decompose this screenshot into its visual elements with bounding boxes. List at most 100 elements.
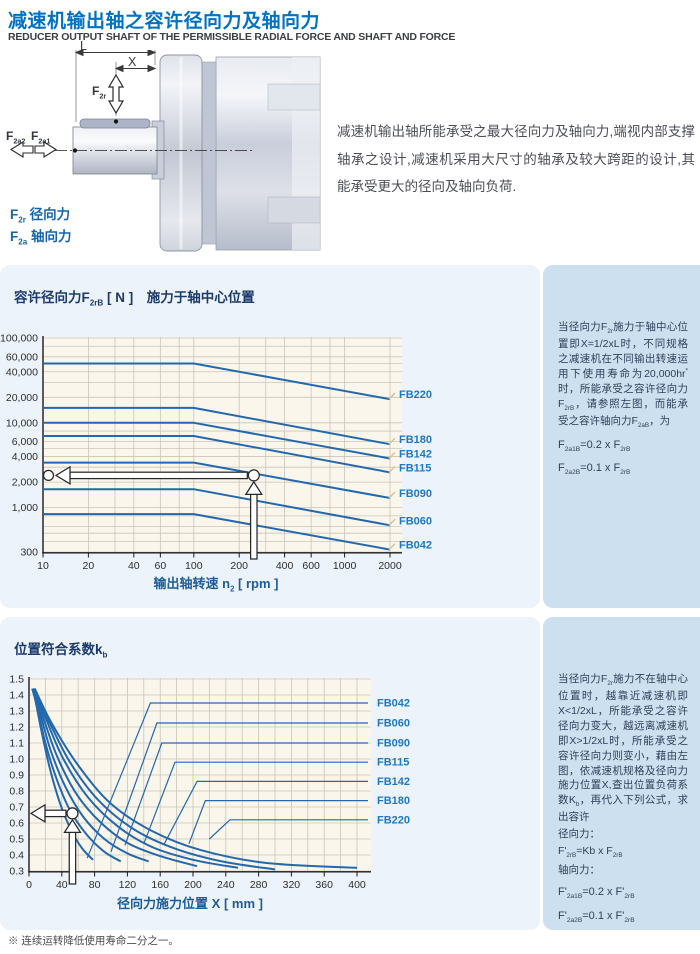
label-tick <box>388 451 396 459</box>
force-label-f2a1: F2a1 <box>31 129 51 146</box>
force-point-dot <box>113 119 119 124</box>
radial-force-heading: 径向力： <box>558 828 600 841</box>
leader-line <box>208 819 368 840</box>
section1-sidebar: 当径向力F2r施力于轴中心位置即X=1/2xL时，不同规格之减速机在不同输出转速… <box>543 265 700 608</box>
legend-radial-force: F2r 径向力 <box>10 207 71 225</box>
formula-radial-corrected: F'2rB=Kb x F2rB <box>558 845 623 860</box>
footer-note: ※ 连续运转降低使用寿命二分之一。 <box>8 935 179 947</box>
example-arrowhead-left <box>54 465 71 486</box>
x-tick-label: 60 <box>155 560 167 572</box>
series-label-FB060: FB060 <box>377 718 410 730</box>
page-subtitle: REDUCER OUTPUT SHAFT OF THE PERMISSIBLE … <box>8 31 456 43</box>
y-tick-label: 100,000 <box>0 333 38 345</box>
x-tick-label: 10 <box>37 560 49 572</box>
force-label-f2r: F2r <box>92 84 107 101</box>
y-tick-label: 1.1 <box>9 738 24 750</box>
leader-line <box>188 800 368 845</box>
series-label-FB142: FB142 <box>377 776 410 788</box>
axial-force-heading: 轴向力： <box>558 864 600 877</box>
example-arrowhead-up <box>244 480 263 496</box>
x-tick-label: 200 <box>230 560 248 572</box>
example-arrow-horizontal <box>44 809 67 818</box>
series-FB042 <box>43 513 391 551</box>
y-tick-label: 20,000 <box>6 392 38 404</box>
series-FB180 <box>43 406 391 446</box>
y-tick-label: 1.3 <box>9 706 24 718</box>
y-tick-label: 1.4 <box>9 690 24 702</box>
y-tick-label: 6,000 <box>12 436 38 448</box>
y-tick-label: 300 <box>20 547 38 559</box>
output-shaft <box>72 118 165 180</box>
dim-label-x: X <box>128 55 137 69</box>
intro-paragraph: 减速机输出轴所能承受之最大径向力及轴向力,端视内部支撑轴承之设计,减速机采用大尺… <box>337 124 695 195</box>
chart2-axis-title: 径向力施力位置 X [ mm ] <box>117 896 263 911</box>
y-tick-label: 0.3 <box>9 866 24 878</box>
example-circle-point <box>66 807 79 820</box>
sidebar2-paragraph: 当径向力F2r施力不在轴中心位置时，越靠近减速机即X<1/2xL，所能承受之容许… <box>558 673 688 824</box>
example-arrow-horizontal <box>69 471 248 480</box>
y-tick-label: 0.8 <box>9 786 24 798</box>
series-label-FB042: FB042 <box>399 540 432 552</box>
y-tick-label: 40,000 <box>6 366 38 378</box>
series-label-FB180: FB180 <box>399 434 432 446</box>
axial-force-arrow-left <box>9 141 34 158</box>
y-tick-label: 1.2 <box>9 722 24 734</box>
leader-line <box>124 742 368 846</box>
formula-axial2: F2a2B=0.1 x F2rB <box>558 462 631 477</box>
x-tick-label: 400 <box>348 879 366 891</box>
chart1-svg: 10 20 40 60 100 200 400 600 1000 2000 100,000 60,00… <box>0 333 432 573</box>
dimension-l <box>74 50 157 57</box>
series-label-FB042: FB042 <box>377 698 410 710</box>
y-tick-label: 1.5 <box>9 674 24 686</box>
series-FB060 <box>43 488 391 527</box>
x-tick-label: 20 <box>83 560 95 572</box>
series-FB220 <box>43 362 391 401</box>
page-title: 减速机输出轴之容许径向力及轴向力 <box>8 11 321 32</box>
x-tick-label: 2000 <box>378 560 402 572</box>
sidebar1-paragraph: 当径向力F2r施力于轴中心位置即X=1/2xL时，不同规格之减速机在不同输出转速… <box>558 321 688 429</box>
series-label-FB220: FB220 <box>399 389 432 401</box>
label-tick <box>388 543 396 551</box>
gear-housing <box>159 54 321 252</box>
radial-force-arrow <box>107 73 125 115</box>
y-tick-label: 60,000 <box>6 351 38 363</box>
y-tick-label: 1.0 <box>9 754 24 766</box>
series-FB142 <box>32 688 239 869</box>
label-tick <box>388 437 396 445</box>
x-tick-label: 400 <box>276 560 294 572</box>
x-tick-label: 320 <box>283 879 301 891</box>
series-label-FB060: FB060 <box>399 515 432 527</box>
leader-line <box>163 780 368 845</box>
series-FB180 <box>32 688 276 871</box>
axial-force-arrow-right <box>34 141 58 158</box>
series-FB220 <box>33 688 358 869</box>
y-tick-label: 0.7 <box>9 802 24 814</box>
leader-line <box>110 722 368 853</box>
label-tick <box>388 518 396 526</box>
dimension-x <box>114 64 157 73</box>
formula-axial1: F2a1B=0.2 x F2rB <box>558 438 631 453</box>
legend-axial-force: F2a 轴向力 <box>10 229 72 247</box>
force-label-f2a2: F2a2 <box>6 129 26 146</box>
x-tick-label: 80 <box>89 879 101 891</box>
x-tick-label: 100 <box>185 560 203 572</box>
formula-axial1-corrected: F'2a1B=0.2 x F'2rB <box>558 886 635 901</box>
y-tick-label: 1,000 <box>12 502 38 514</box>
label-tick <box>388 392 396 400</box>
dim-label-l: L <box>80 39 87 53</box>
label-tick <box>388 491 396 499</box>
series-label-FB180: FB180 <box>377 795 410 807</box>
example-circle-axis <box>42 469 55 482</box>
x-tick-label: 40 <box>56 879 68 891</box>
x-tick-label: 120 <box>119 879 137 891</box>
leader-line <box>143 761 368 845</box>
y-tick-label: 0.4 <box>9 850 24 862</box>
x-tick-label: 200 <box>184 879 202 891</box>
x-tick-label: 0 <box>26 879 32 891</box>
x-tick-label: 360 <box>315 879 333 891</box>
center-dot <box>72 148 78 153</box>
y-tick-label: 4,000 <box>12 451 38 463</box>
series-label-FB115: FB115 <box>399 462 431 474</box>
section1-title: 容许径向力F2rB [ N ] 施力于轴中心位置 <box>14 290 255 308</box>
